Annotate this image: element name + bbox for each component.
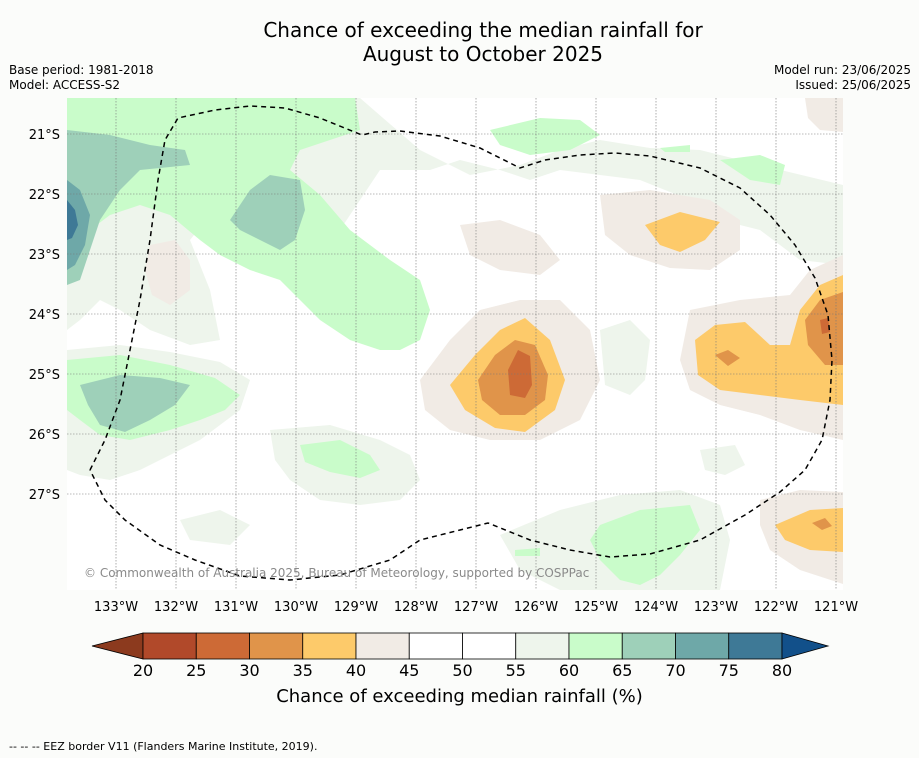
lon-label: 130°W — [274, 600, 318, 615]
band-75-80 — [67, 200, 78, 240]
band-60-65-southeast — [590, 505, 700, 585]
colorbar-tick-label: 30 — [239, 661, 259, 680]
band-40-45-north-center — [460, 220, 560, 275]
colorbar-segment — [621, 632, 676, 660]
lat-label: 24°S — [29, 308, 60, 323]
band-30-35-small-east — [715, 350, 740, 366]
lon-axis: 133°W 132°W 131°W 130°W 129°W 128°W 127°… — [94, 600, 858, 615]
colorbar-tick-label: 45 — [399, 661, 419, 680]
map-title: Chance of exceeding the median rainfall … — [0, 18, 919, 66]
eez-legend-footer: -- -- -- EEZ border V11 (Flanders Marine… — [9, 740, 318, 753]
band-60-65-small — [515, 548, 540, 556]
lat-axis: 21°S 22°S 23°S 24°S 25°S 26°S 27°S — [29, 128, 60, 503]
lat-label: 25°S — [29, 368, 60, 383]
lon-label: 128°W — [394, 600, 438, 615]
lon-label: 133°W — [94, 600, 138, 615]
lon-label: 132°W — [154, 600, 198, 615]
lon-label: 124°W — [634, 600, 678, 615]
colorbar-segment — [302, 632, 357, 660]
map-area — [67, 98, 843, 590]
colorbar-tick-label: 25 — [186, 661, 206, 680]
lat-label: 22°S — [29, 188, 60, 203]
colorbar-tick-label: 20 — [133, 661, 153, 680]
model-name: Model: ACCESS-S2 — [9, 78, 121, 92]
gridlines — [67, 98, 843, 590]
lon-label: 122°W — [754, 600, 798, 615]
band-40-45-west — [145, 240, 190, 305]
band-35-40-east — [695, 275, 843, 405]
band-35-40-north — [645, 212, 720, 252]
lon-label: 125°W — [574, 600, 618, 615]
colorbar-segment — [515, 632, 570, 660]
lat-label: 26°S — [29, 428, 60, 443]
lat-label: 21°S — [29, 128, 60, 143]
model-run: Model run: 23/06/2025 — [773, 63, 911, 77]
eez-border-line — [89, 105, 833, 581]
colorbar-segment — [675, 632, 730, 660]
band-55-60-east — [700, 445, 745, 475]
issued-date: Issued: 25/06/2025 — [795, 78, 911, 92]
band-60-65-northeast — [720, 155, 785, 185]
base-period: Base period: 1981-2018 — [9, 63, 154, 77]
band-25-30-east — [820, 318, 830, 334]
lon-label: 123°W — [694, 600, 738, 615]
colorbar-tick-label: 70 — [665, 661, 685, 680]
colorbar-segment — [195, 632, 250, 660]
colorbar-segment — [408, 632, 463, 660]
band-65-70-west — [67, 130, 190, 285]
colorbar-segment — [462, 632, 517, 660]
colorbar-segment — [728, 632, 783, 660]
colorbar-extend-low — [91, 632, 144, 660]
colorbar-extend-high — [781, 632, 830, 660]
band-55-60-center — [600, 320, 650, 395]
band-70-75 — [67, 180, 90, 270]
band-30-35-small-southeast — [812, 518, 832, 530]
colorbar-tick-label: 75 — [719, 661, 739, 680]
band-60-65-tiny — [660, 145, 690, 152]
band-60-65-north — [490, 118, 600, 155]
meta-right: Model run: 23/06/2025 Issued: 25/06/2025 — [774, 63, 911, 93]
colorbar-segment — [355, 632, 410, 660]
title-line-2: August to October 2025 — [362, 42, 604, 66]
colorbar-tick-label: 60 — [559, 661, 579, 680]
lon-label: 131°W — [214, 600, 258, 615]
colorbar-tick-label: 80 — [772, 661, 792, 680]
colorbar-tick-label: 65 — [612, 661, 632, 680]
colorbar-segment — [249, 632, 304, 660]
band-60-65-south — [300, 440, 380, 478]
colorbar-segment — [568, 632, 623, 660]
lon-label: 127°W — [454, 600, 498, 615]
colorbar-segment — [142, 632, 197, 660]
band-55-60-small — [180, 510, 250, 545]
band-40-45-northeast — [805, 98, 843, 132]
colorbar-label: Chance of exceeding median rainfall (%) — [276, 686, 643, 707]
lat-label: 23°S — [29, 248, 60, 263]
lon-label: 126°W — [514, 600, 558, 615]
colorbar-tick-label: 55 — [506, 661, 526, 680]
copyright-notice: © Commonwealth of Australia 2025, Bureau… — [84, 566, 590, 580]
meta-left: Base period: 1981-2018 Model: ACCESS-S2 — [9, 63, 154, 93]
title-line-1: Chance of exceeding the median rainfall … — [263, 18, 703, 42]
band-65-70-southwest — [80, 375, 190, 432]
band-35-40-southeast — [775, 508, 843, 552]
lon-label: 121°W — [814, 600, 858, 615]
colorbar-tick-label: 35 — [293, 661, 313, 680]
lat-label: 27°S — [29, 488, 60, 503]
colorbar-tick-label: 50 — [452, 661, 472, 680]
colorbar: 20 25 30 35 40 45 50 55 60 65 70 75 80 — [91, 632, 830, 680]
lon-label: 129°W — [334, 600, 378, 615]
colorbar-tick-label: 40 — [346, 661, 366, 680]
